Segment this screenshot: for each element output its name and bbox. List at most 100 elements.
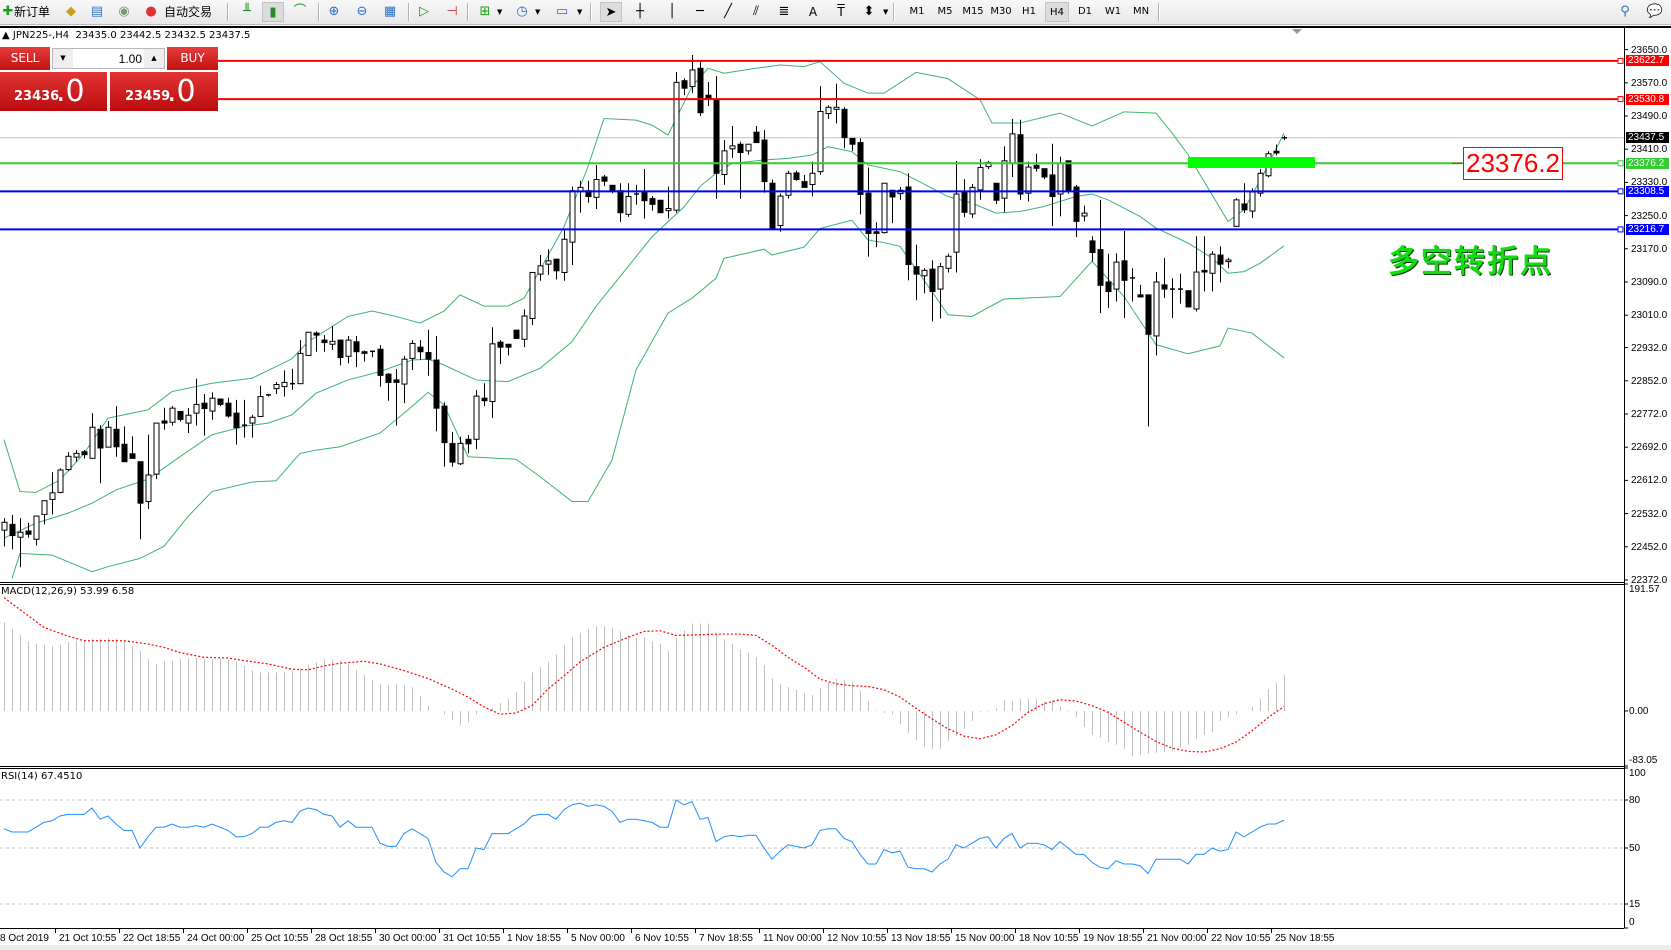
candle-body: [769, 182, 776, 229]
candle-body: [649, 198, 656, 205]
candle: [1257, 169, 1264, 197]
chevron-down-icon[interactable]: ▼: [535, 8, 541, 16]
timeframe-m15[interactable]: M15: [962, 6, 984, 17]
crosshair-icon[interactable]: ┼: [636, 4, 644, 19]
candle: [537, 255, 544, 281]
time-tick-label: 12 Nov 10:55: [827, 933, 887, 944]
text-tool[interactable]: A: [808, 5, 818, 19]
candle: [465, 435, 472, 454]
candle: [1113, 253, 1120, 302]
candle: [97, 425, 104, 484]
chevron-down-icon[interactable]: ▼: [497, 8, 503, 16]
arrows-icon[interactable]: ⬍: [863, 4, 875, 19]
candle-body: [1137, 294, 1144, 298]
search-icon[interactable]: ⚲: [1620, 4, 1630, 19]
candle-body: [313, 332, 320, 336]
horizontal-line-icon[interactable]: ─: [696, 4, 704, 19]
candle-body: [857, 142, 864, 195]
metaeditor-icon[interactable]: ◆: [66, 4, 76, 19]
candle: [137, 461, 144, 540]
candle: [353, 335, 360, 368]
candle: [473, 389, 480, 450]
price-tick-label: 22692.0: [1631, 442, 1668, 454]
rsi-tick-label: 15: [1629, 899, 1641, 910]
volume-decrease-icon[interactable]: ▼: [53, 49, 73, 68]
candle: [529, 271, 536, 326]
signals-icon[interactable]: ◉: [118, 4, 130, 19]
toolbar-separator: [893, 3, 895, 21]
zoom-in-icon[interactable]: ⊕: [328, 4, 340, 19]
autotrading-button[interactable]: 自动交易: [164, 5, 213, 19]
candle: [937, 262, 944, 319]
zoom-out-icon[interactable]: ⊖: [356, 4, 368, 19]
vertical-line-icon[interactable]: │: [668, 4, 676, 19]
sell-price[interactable]: 23436 .0: [0, 72, 107, 111]
candle-body: [297, 352, 304, 385]
candle-body: [489, 343, 496, 403]
candle-body: [1249, 191, 1256, 212]
candle-body: [785, 172, 792, 196]
candle: [305, 331, 312, 356]
candle-body: [1225, 259, 1232, 263]
timeframe-w1[interactable]: W1: [1104, 6, 1122, 17]
trendline-icon[interactable]: ╱: [724, 4, 732, 19]
autotrading-icon[interactable]: ●: [145, 4, 157, 19]
timeframe-d1[interactable]: D1: [1077, 6, 1093, 17]
timeframe-m1[interactable]: M1: [909, 6, 925, 17]
equidistant-channel-icon[interactable]: ⫽: [753, 4, 759, 19]
sell-button[interactable]: SELL: [0, 47, 50, 70]
candle-body: [193, 403, 200, 414]
annotation-price-label[interactable]: 23376.2: [1463, 147, 1563, 180]
line-chart-icon[interactable]: ⌒: [293, 4, 307, 19]
fibonacci-icon[interactable]: ≣: [778, 4, 790, 19]
volume-increase-icon[interactable]: ▲: [144, 49, 164, 68]
indicators-icon[interactable]: ⊞: [479, 4, 491, 19]
new-order-button[interactable]: 新订单: [14, 5, 51, 19]
tile-windows-icon[interactable]: ▦: [383, 4, 397, 19]
auto-scroll-icon[interactable]: ▷: [419, 4, 429, 19]
candle: [1233, 198, 1240, 227]
timeframe-m30[interactable]: M30: [990, 6, 1012, 17]
candle-body: [497, 341, 504, 348]
new-order-icon[interactable]: ✚: [2, 4, 14, 19]
chat-icon[interactable]: 💬: [1646, 4, 1664, 19]
volume-input[interactable]: [75, 49, 144, 68]
chevron-down-icon[interactable]: ▼: [883, 8, 889, 16]
candle-body: [233, 412, 240, 429]
chevron-down-icon[interactable]: ▼: [577, 8, 583, 16]
candle-body: [1273, 150, 1280, 154]
candle-body: [713, 98, 720, 174]
buy-button[interactable]: BUY: [167, 47, 218, 70]
candlestick-chart-icon[interactable]: ▮: [262, 2, 284, 22]
timeframe-m5[interactable]: M5: [937, 6, 953, 17]
candle: [985, 160, 992, 170]
terminal-icon[interactable]: ▤: [90, 4, 104, 19]
candle-body: [817, 110, 824, 173]
chart-shift-icon[interactable]: ⊣: [446, 4, 458, 19]
cursor-icon[interactable]: ➤: [600, 2, 622, 22]
timeframe-mn[interactable]: MN: [1132, 6, 1150, 17]
buy-price[interactable]: 23459 .0: [110, 72, 218, 111]
annotation-text[interactable]: 多空转折点: [1388, 244, 1553, 280]
candle: [1153, 272, 1160, 356]
templates-icon[interactable]: ▭: [555, 4, 569, 19]
candle-body: [777, 195, 784, 227]
candle: [969, 184, 976, 219]
candle: [433, 335, 440, 432]
candle: [673, 72, 680, 213]
sell-price-main: 23436: [14, 89, 60, 104]
candle: [337, 339, 344, 366]
text-label-tool[interactable]: T: [837, 5, 845, 19]
time-tick-label: 22 Nov 10:55: [1211, 933, 1271, 944]
periods-clock-icon[interactable]: ◷: [516, 4, 528, 19]
candle-body: [417, 346, 424, 353]
timeframe-h1[interactable]: H1: [1022, 6, 1036, 17]
timeframe-h4[interactable]: H4: [1045, 2, 1069, 22]
candle: [290, 368, 295, 390]
price-tick-label: 23410.0: [1631, 144, 1668, 156]
candle-body: [825, 106, 832, 115]
bar-chart-icon[interactable]: ╨: [243, 4, 251, 19]
candle-body: [81, 451, 88, 456]
candle-body: [305, 331, 312, 356]
